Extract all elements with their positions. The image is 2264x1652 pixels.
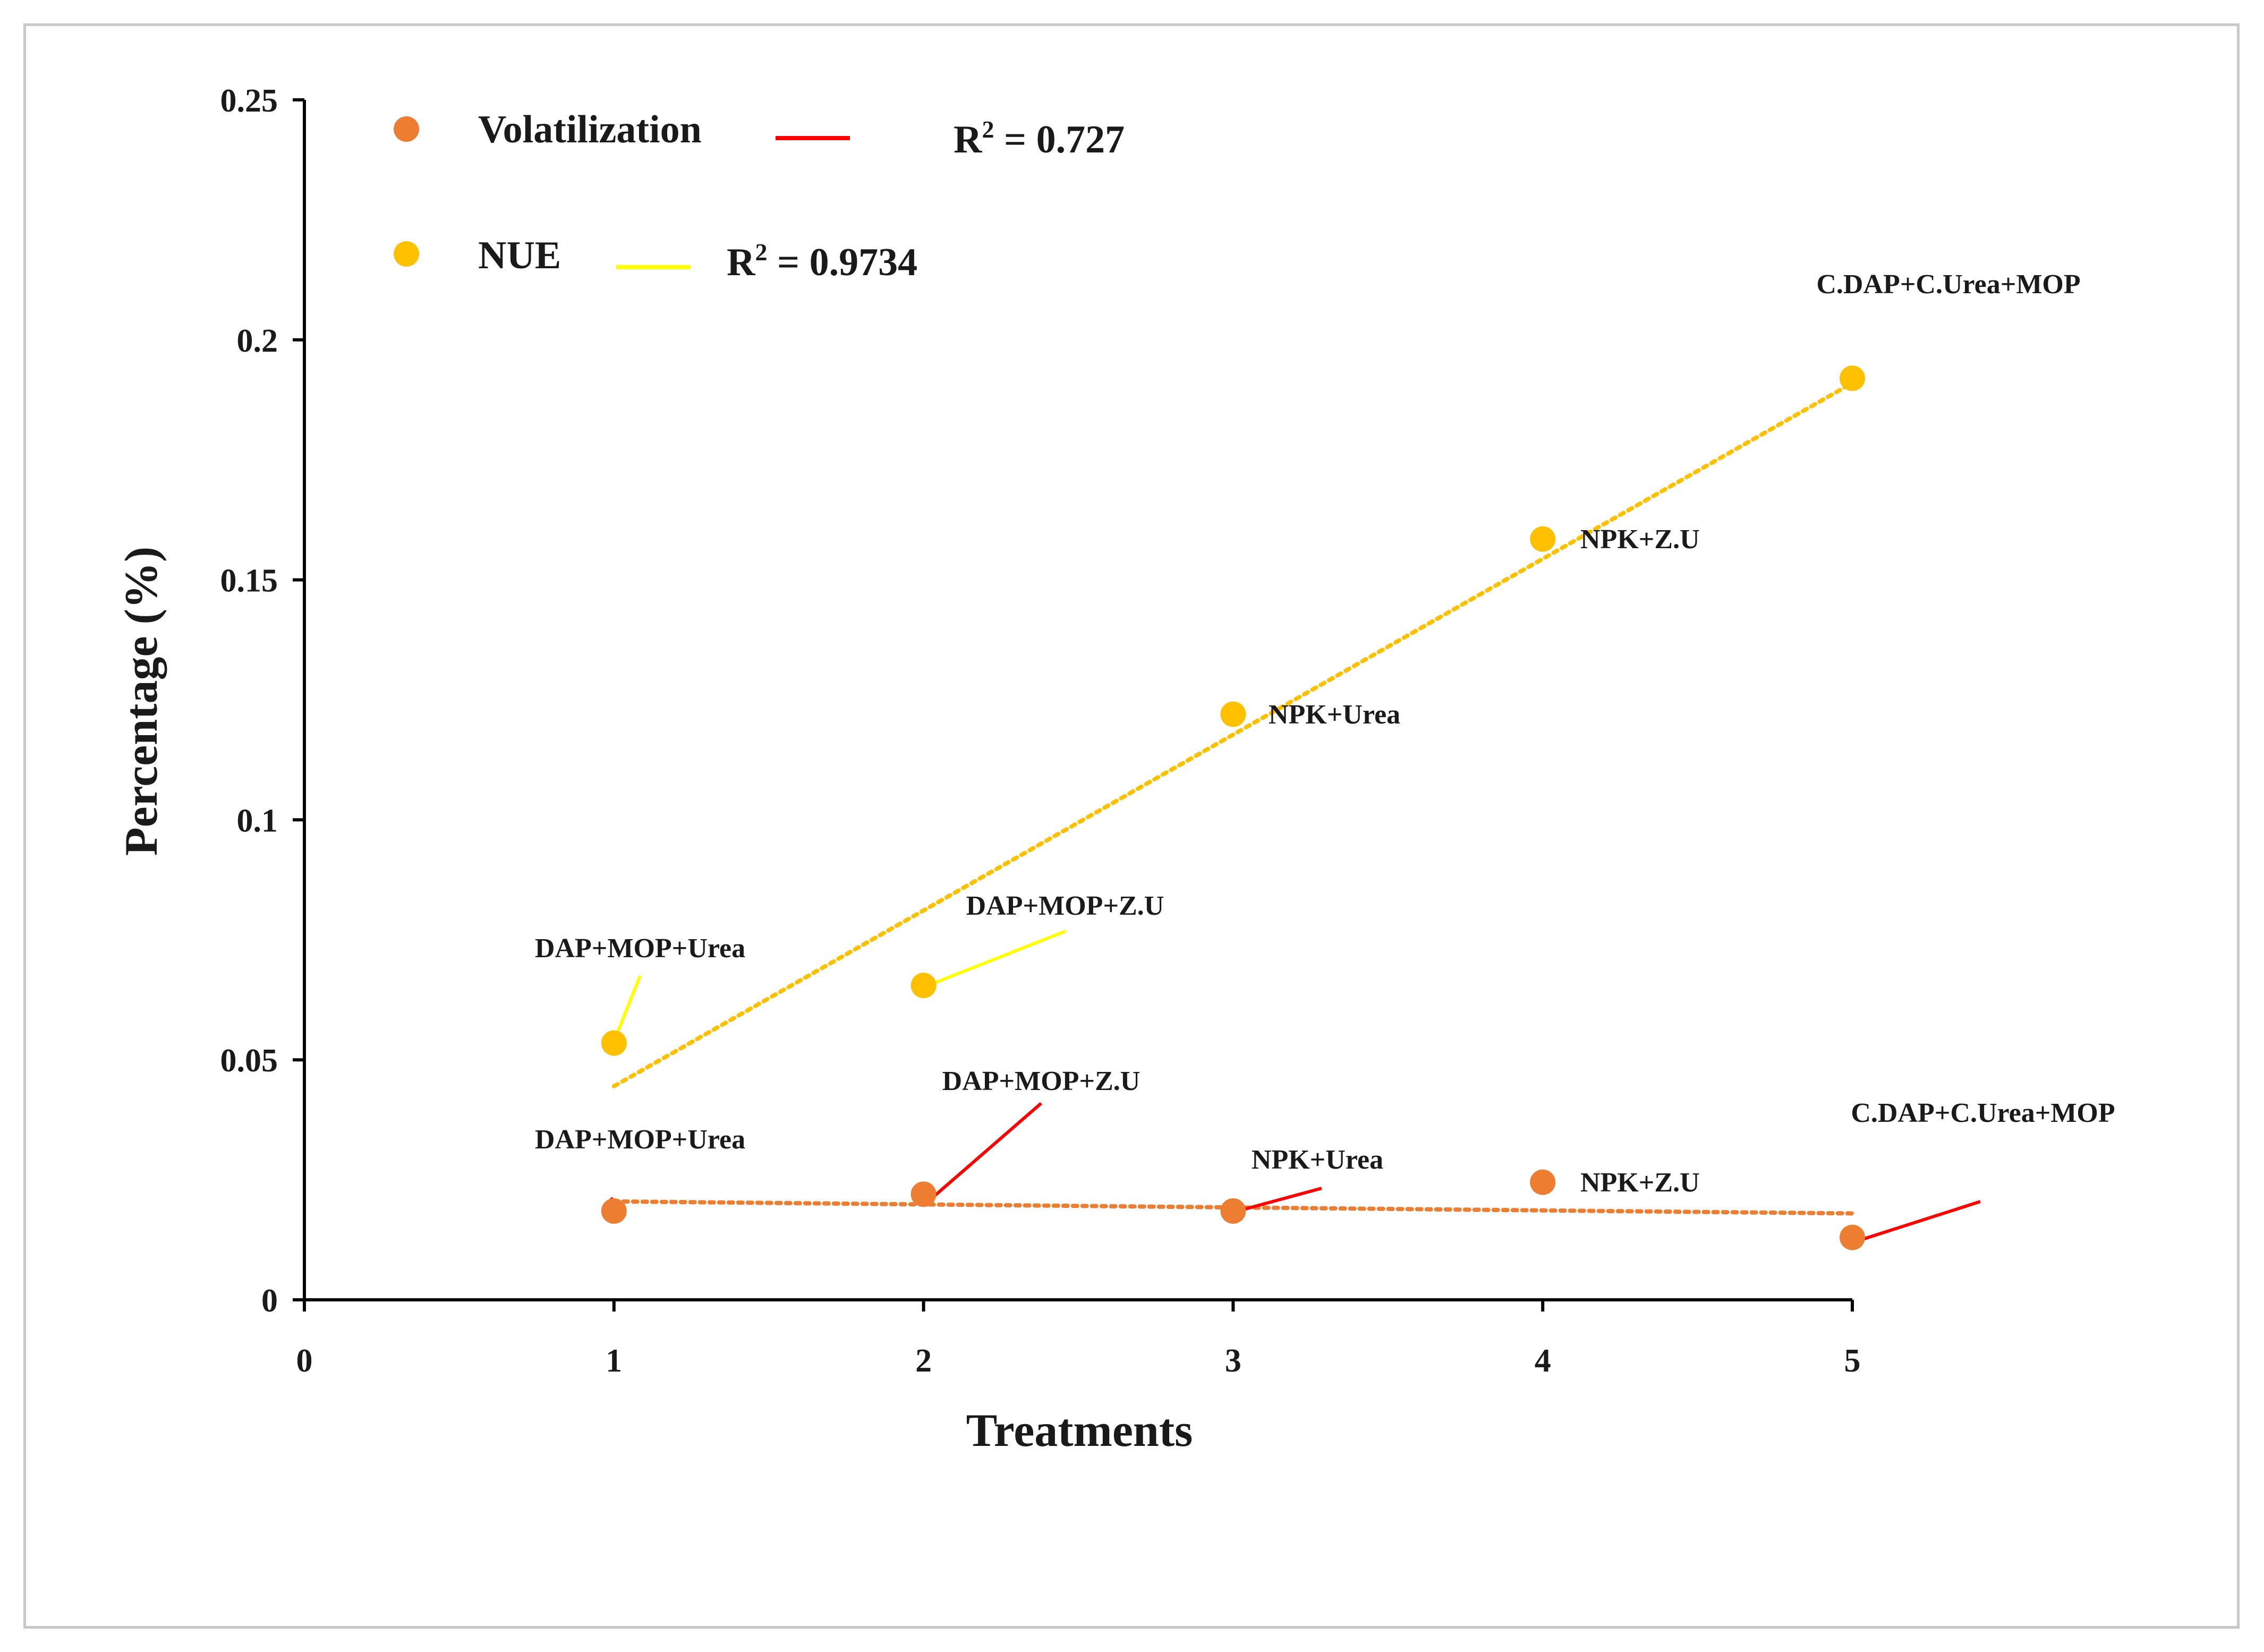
data-points	[601, 365, 1865, 1250]
volatilization-point-label: DAP+MOP+Z.U	[942, 1066, 1140, 1096]
axes: 0 0.05 0.1 0.15 0.2 0.25 0 1 2 3 4 5	[220, 83, 1861, 1379]
y-axis-title: Percentage (%)	[116, 547, 167, 856]
nue-data-point	[601, 1030, 627, 1056]
volatilization-label-leader-line	[1233, 1187, 1322, 1214]
volatilization-point-label: DAP+MOP+Urea	[535, 1125, 745, 1155]
x-tick-label: 4	[1535, 1343, 1551, 1379]
y-tick-label: 0.05	[220, 1043, 278, 1079]
nue-point-label: C.DAP+C.Urea+MOP	[1816, 269, 2080, 300]
x-tick-label: 2	[915, 1343, 932, 1379]
legend: Volatilization R2 = 0.727 NUE R2 = 0.9734	[394, 108, 1125, 284]
volatilization-data-point	[1530, 1169, 1556, 1195]
volatilization-r2-annotation: R2 = 0.727	[954, 116, 1125, 161]
nue-legend-marker	[394, 241, 419, 267]
volatilization-point-label: C.DAP+C.Urea+MOP	[1851, 1098, 2115, 1128]
x-tick-label: 3	[1225, 1343, 1241, 1379]
figure-frame	[23, 23, 2240, 1629]
nue-data-point	[910, 973, 937, 999]
nue-r2-annotation: R2 = 0.9734	[727, 239, 917, 284]
y-tick-label: 0	[261, 1283, 278, 1319]
x-tick-label: 0	[296, 1343, 313, 1379]
volatilization-label-leader-line	[1856, 1200, 1981, 1243]
nue-point-label: DAP+MOP+Urea	[535, 933, 745, 964]
y-tick-label: 0.2	[237, 323, 278, 359]
volatilization-legend-label: Volatilization	[478, 108, 702, 151]
y-tick-label: 0.15	[220, 563, 278, 599]
label-leader-lines	[609, 930, 1981, 1243]
x-axis-title: Treatments	[966, 1405, 1193, 1457]
volatilization-label-leader-line	[923, 1102, 1042, 1206]
volatilization-data-point	[910, 1181, 937, 1207]
volatilization-data-point	[601, 1198, 627, 1224]
volatilization-point-label: NPK+Z.U	[1580, 1168, 1700, 1198]
volatilization-data-point	[1220, 1198, 1246, 1224]
volatilization-point-label: NPK+Urea	[1252, 1145, 1383, 1175]
volatilization-trendline	[611, 1199, 1854, 1216]
y-tick-label: 0.1	[237, 803, 278, 839]
trendlines	[611, 381, 1854, 1216]
y-tick-label: 0.25	[220, 83, 278, 119]
nue-point-label: DAP+MOP+Z.U	[966, 891, 1164, 921]
nue-data-point	[1530, 526, 1556, 552]
nue-legend-label: NUE	[478, 234, 561, 277]
nue-data-point	[1220, 701, 1246, 727]
nue-point-label: NPK+Z.U	[1580, 524, 1700, 555]
x-tick-label: 5	[1844, 1343, 1861, 1379]
nue-label-leader-line	[923, 930, 1067, 989]
nue-point-label: NPK+Urea	[1269, 700, 1400, 730]
x-tick-label: 1	[606, 1343, 622, 1379]
volatilization-legend-marker	[394, 116, 419, 142]
nue-trendline	[611, 381, 1854, 1088]
nue-data-point	[1840, 365, 1865, 391]
point-labels: DAP+MOP+Urea DAP+MOP+Z.U NPK+Urea NPK+Z.U C.…	[535, 269, 2115, 1198]
volatilization-data-point	[1840, 1224, 1865, 1250]
